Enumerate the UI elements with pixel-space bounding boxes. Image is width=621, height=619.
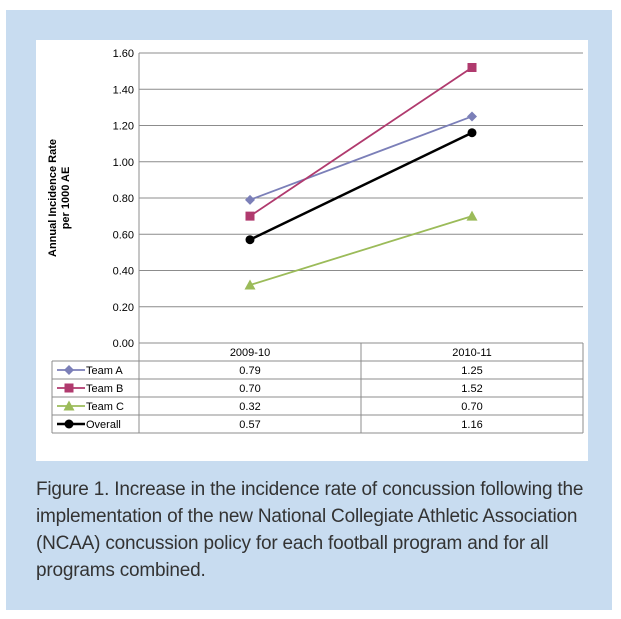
series-line-team-b xyxy=(249,66,473,217)
y-tick-label: 0.40 xyxy=(113,266,134,278)
data-point-team-c xyxy=(466,210,478,221)
data-point-overall xyxy=(467,128,477,138)
legend-label-team-a: Team A xyxy=(86,365,123,377)
table-value-team-a: 1.25 xyxy=(461,365,482,377)
y-tick-label: 0.20 xyxy=(113,302,134,314)
legend-marker-overall xyxy=(64,419,74,429)
table-value-overall: 1.16 xyxy=(461,419,482,431)
y-tick-label: 0.60 xyxy=(113,229,134,241)
table-value-team-c: 0.32 xyxy=(239,401,260,413)
legend-marker-team-a xyxy=(64,365,74,375)
data-point-team-c xyxy=(244,279,256,290)
table-value-team-b: 0.70 xyxy=(239,383,260,395)
data-point-team-b xyxy=(245,211,255,221)
table-value-team-a: 0.79 xyxy=(239,365,260,377)
y-tick-label: 1.00 xyxy=(113,157,134,169)
series-line-team-a xyxy=(249,115,473,201)
data-point-team-b xyxy=(467,63,477,72)
y-axis-title-line-2: per 1000 AE xyxy=(60,167,72,230)
legend-label-team-c: Team C xyxy=(86,401,124,413)
series-line-overall xyxy=(249,131,473,241)
series-line-team-c xyxy=(249,215,473,286)
data-point-team-a xyxy=(467,111,477,122)
y-tick-label: 0.80 xyxy=(113,193,134,205)
x-category-label: 2009-10 xyxy=(230,347,270,359)
chart-panel: 0.00 0.20 0.40 0.60 0.80 1.00 1.20 1.40 1.60 Annu… xyxy=(36,40,588,461)
table-value-overall: 0.57 xyxy=(239,419,260,431)
line-chart: 0.00 0.20 0.40 0.60 0.80 1.00 1.20 1.40 1.60 Annu… xyxy=(47,48,584,434)
legend-marker-team-c xyxy=(63,400,75,411)
x-category-label: 2010-11 xyxy=(452,347,492,359)
y-axis-title-line-1: Annual Incidence Rate xyxy=(47,139,59,257)
legend-label-overall: Overall xyxy=(86,419,121,431)
y-tick-label: 1.60 xyxy=(113,48,134,60)
data-point-team-a xyxy=(245,194,255,205)
figure-caption: Figure 1. Increase in the incidence rate… xyxy=(36,479,584,581)
table-value-team-b: 1.52 xyxy=(461,383,482,395)
y-tick-label: 1.40 xyxy=(113,84,134,96)
table-value-team-c: 0.70 xyxy=(461,401,482,413)
data-point-overall xyxy=(245,235,255,245)
y-tick-label: 1.20 xyxy=(113,121,134,133)
y-tick-label: 0.00 xyxy=(113,338,134,350)
legend-label-team-b: Team B xyxy=(86,383,123,395)
legend-marker-team-b xyxy=(64,383,74,393)
